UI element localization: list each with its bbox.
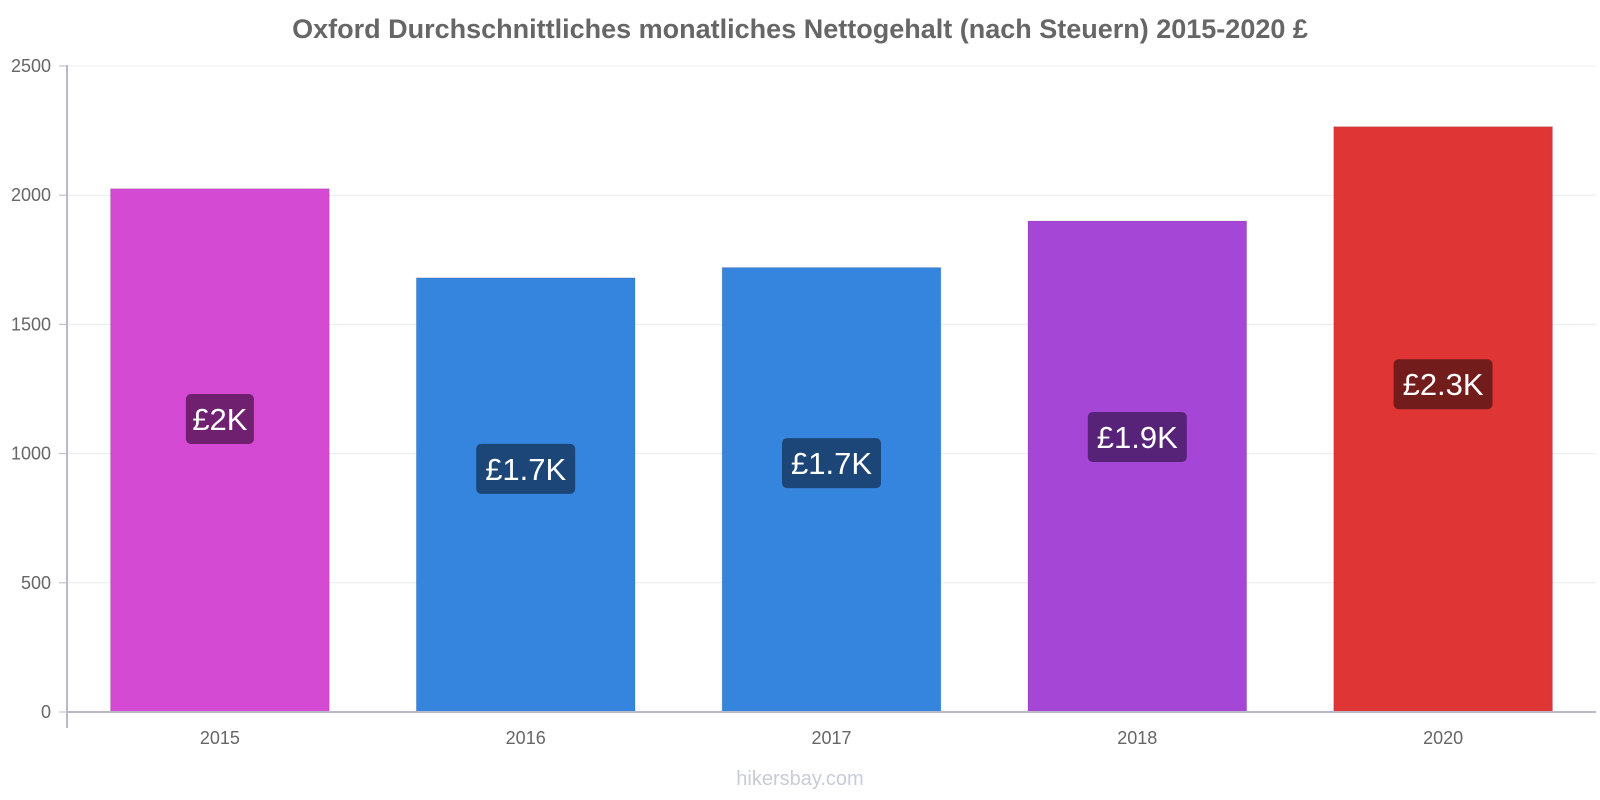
data-label-box: [476, 443, 576, 494]
y-tick-label: 1000: [11, 444, 51, 464]
y-tick-label: 500: [21, 573, 51, 593]
x-tick-label: 2017: [811, 728, 851, 748]
x-tick-labels: 2015 2016 2017 2018 2020: [200, 728, 1463, 748]
data-label-box: [1393, 359, 1493, 410]
y-tick-label: 2500: [11, 56, 51, 76]
data-label-box: [782, 438, 881, 489]
y-tick-label: 1500: [11, 314, 51, 334]
watermark: hikersbay.com: [736, 768, 864, 790]
data-labels: £2K £1.7K £1.7K £1.9K £2.3K: [185, 359, 1493, 494]
axes: [66, 65, 1596, 728]
data-label: £1.7K: [485, 452, 566, 487]
bar: [1333, 126, 1553, 713]
x-tick-label: 2018: [1117, 728, 1157, 748]
y-tick-labels: 0 500 1000 1500 2000 2500: [11, 56, 51, 722]
y-tick-label: 2000: [11, 185, 51, 205]
data-label-box: [185, 393, 254, 444]
x-tick-label: 2015: [200, 728, 240, 748]
data-label: £2.3K: [1403, 367, 1484, 402]
bar: [110, 188, 330, 713]
chart-title: Oxford Durchschnittliches monatliches Ne…: [292, 14, 1308, 44]
data-label: £2K: [192, 402, 247, 437]
data-label-box: [1087, 412, 1187, 463]
bar: [415, 277, 636, 713]
data-label: £1.9K: [1097, 420, 1178, 455]
y-tick-label: 0: [41, 702, 51, 722]
x-tick-label: 2020: [1423, 728, 1463, 748]
bars: [110, 126, 1553, 713]
data-label: £1.7K: [791, 446, 872, 481]
bar: [721, 267, 942, 713]
bar: [1027, 220, 1248, 713]
x-tick-label: 2016: [506, 728, 546, 748]
